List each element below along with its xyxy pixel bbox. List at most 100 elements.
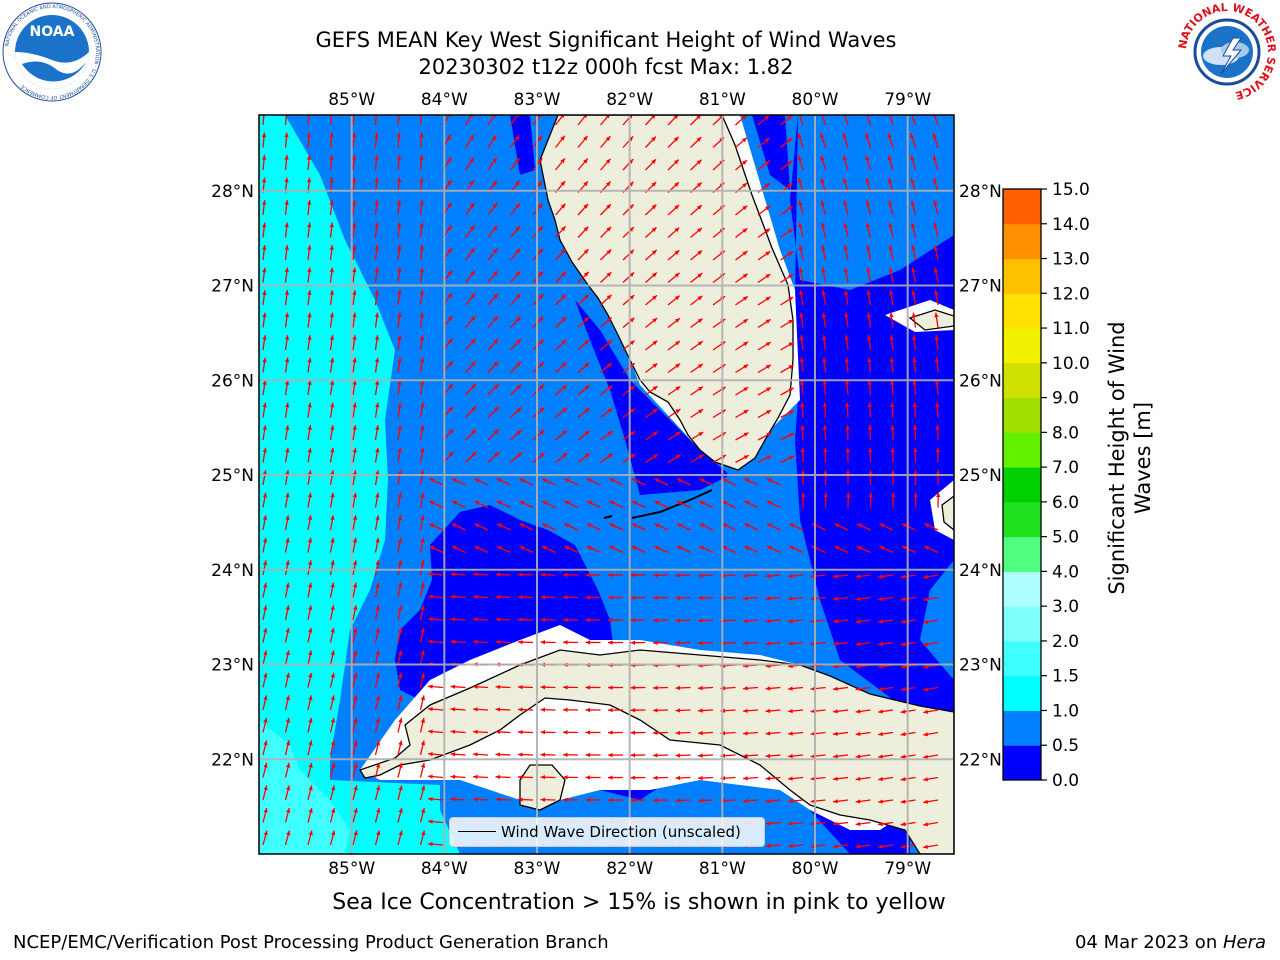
wave-direction-arrow	[933, 245, 939, 261]
wave-direction-arrow	[667, 317, 681, 329]
wave-direction-arrow	[867, 357, 872, 373]
wave-direction-arrow	[450, 572, 466, 577]
wave-direction-arrow	[645, 158, 657, 171]
wave-direction-arrow	[510, 384, 522, 396]
wave-direction-arrow	[510, 429, 523, 441]
wave-direction-arrow	[540, 595, 556, 600]
wave-direction-arrow	[652, 685, 669, 690]
wave-direction-arrow	[821, 312, 827, 328]
wave-direction-arrow	[541, 500, 556, 509]
wave-direction-arrow	[352, 357, 357, 373]
wave-direction-arrow	[419, 672, 425, 688]
land-florida-keys	[631, 489, 713, 519]
wave-direction-arrow	[374, 650, 380, 666]
wave-direction-arrow	[912, 424, 918, 441]
wave-direction-arrow	[419, 785, 426, 801]
wave-direction-arrow	[788, 641, 804, 646]
wave-direction-arrow	[735, 295, 749, 306]
wave-direction-arrow	[262, 582, 268, 598]
wave-direction-arrow	[562, 730, 579, 735]
wave-direction-arrow	[645, 272, 658, 283]
wave-band-0-0-0-5-bay	[575, 300, 730, 495]
wave-direction-arrow	[555, 203, 566, 216]
wave-direction-arrow	[262, 807, 268, 823]
wave-direction-arrow	[855, 686, 871, 692]
wave-direction-arrow	[429, 478, 444, 486]
wave-direction-arrow	[667, 249, 680, 261]
wave-direction-arrow	[474, 500, 489, 509]
wave-direction-arrow	[397, 650, 403, 666]
chart-subtitle: 20230302 t12z 000h fcst Max: 1.82	[418, 55, 794, 79]
wave-direction-arrow	[888, 200, 894, 216]
wave-direction-arrow	[329, 245, 334, 261]
wave-direction-arrow	[780, 228, 794, 239]
wave-direction-arrow	[788, 618, 804, 624]
wave-direction-arrow	[397, 672, 403, 688]
wave-direction-arrow	[307, 537, 313, 553]
wave-direction-arrow	[329, 830, 336, 846]
colorbar-frame	[1002, 188, 1042, 781]
wave-direction-arrow	[699, 500, 714, 509]
wave-direction-arrow	[766, 523, 781, 531]
wave-direction-arrow	[788, 776, 804, 781]
wave-direction-arrow	[352, 740, 358, 756]
wave-direction-arrow	[562, 797, 579, 803]
wave-direction-arrow	[823, 492, 828, 508]
wave-direction-arrow	[856, 523, 871, 531]
wave-direction-arrow	[329, 515, 335, 531]
wave-direction-arrow	[889, 335, 894, 351]
wave-direction-arrow	[374, 807, 381, 823]
wave-direction-arrow	[845, 469, 851, 486]
wave-direction-arrow	[780, 137, 793, 149]
wave-direction-arrow	[472, 684, 489, 690]
wave-direction-arrow	[600, 430, 613, 441]
wave-direction-arrow	[901, 523, 916, 531]
wave-direction-arrow	[765, 753, 781, 759]
wave-direction-arrow	[742, 753, 759, 758]
wave-direction-arrow	[887, 155, 894, 171]
wave-direction-arrow	[284, 267, 289, 283]
wave-direction-arrow	[735, 432, 749, 441]
wave-direction-arrow	[607, 640, 624, 645]
lat-tick-label: 24°N	[211, 561, 254, 581]
lon-tick-label: 85°W	[328, 859, 375, 879]
wave-direction-arrow	[284, 740, 291, 756]
wave-direction-arrow	[697, 573, 714, 578]
wave-direction-arrow	[690, 386, 704, 396]
wave-direction-arrow	[352, 762, 358, 778]
wave-direction-arrow	[474, 523, 489, 531]
wave-direction-arrow	[262, 425, 267, 441]
land-isla-de-la-juventud	[519, 764, 566, 811]
wave-direction-arrow	[577, 158, 589, 171]
wave-direction-arrow	[843, 222, 849, 238]
wave-direction-arrow	[262, 515, 268, 531]
wave-direction-arrow	[464, 134, 475, 148]
wave-direction-arrow	[697, 708, 714, 713]
wave-direction-arrow	[532, 316, 544, 328]
wave-direction-arrow	[419, 267, 424, 283]
wave-direction-arrow	[923, 596, 939, 602]
lon-tick-label: 79°W	[884, 90, 931, 110]
wave-direction-arrow	[935, 402, 940, 418]
wave-direction-arrow	[577, 203, 589, 216]
lon-tick-label: 80°W	[792, 90, 839, 110]
wave-direction-arrow	[878, 574, 894, 579]
wave-direction-arrow	[262, 492, 268, 508]
wave-direction-arrow	[652, 618, 669, 623]
wave-direction-arrow	[833, 776, 849, 781]
wave-direction-arrow	[517, 594, 534, 600]
wave-direction-arrow	[690, 363, 704, 374]
wave-direction-arrow	[844, 312, 849, 328]
wave-direction-arrow	[495, 774, 511, 780]
wave-direction-arrow	[844, 290, 849, 306]
wave-direction-arrow	[585, 775, 601, 780]
lat-tick-label: 25°N	[211, 466, 254, 486]
wave-direction-arrow	[540, 572, 556, 577]
wave-direction-arrow	[675, 753, 691, 758]
wave-direction-arrow	[855, 574, 871, 579]
wave-direction-arrow	[307, 627, 313, 643]
wave-direction-arrow	[935, 447, 940, 463]
lat-tick-label: 27°N	[959, 277, 1002, 297]
wave-direction-arrow	[329, 650, 335, 666]
